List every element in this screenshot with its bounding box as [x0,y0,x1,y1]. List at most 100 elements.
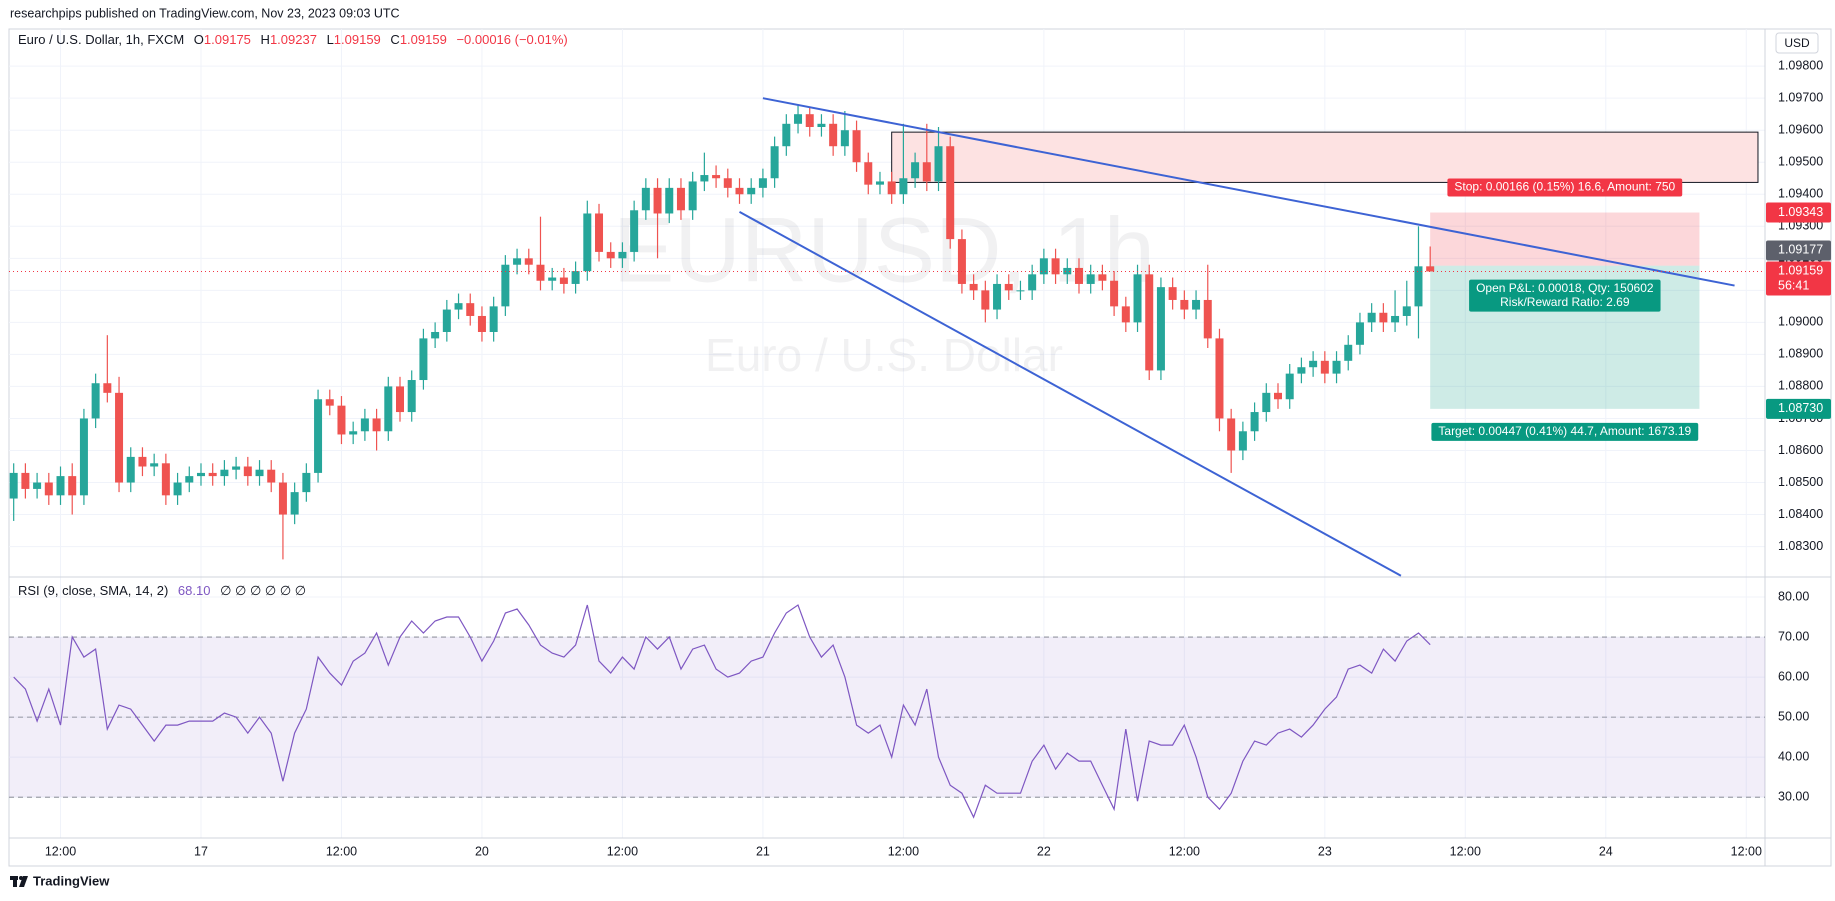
candle-body [1414,266,1423,307]
rsi-legend: RSI (9, close, SMA, 14, 2) 68.10 ∅ ∅ ∅ ∅… [18,583,306,598]
candle-body [1168,287,1177,300]
y-tick-label: 1.08500 [1778,475,1823,489]
legend-change: −0.00016 (−0.01%) [456,32,567,47]
candle-body [255,469,264,477]
rsi-tick-label: 70.00 [1778,629,1809,643]
candle-body [1074,267,1083,284]
resistance-zone [891,131,1759,183]
candle-body [1004,283,1013,291]
logo-part [13,876,17,887]
candle-body [302,472,311,493]
publish-header: researchpips published on TradingView.co… [10,6,400,20]
candle-body [489,306,498,332]
candle-body [103,383,112,393]
candle-body [981,290,990,310]
candle-body [1391,315,1400,323]
price-tag-countdown: 56:41 [1778,279,1809,293]
price-tag [1766,261,1831,296]
candle-body [150,463,159,467]
candle-body [325,399,334,406]
candle-body [911,162,920,179]
price-tag [1766,240,1831,261]
candle-body [372,418,381,432]
y-tick-label: 1.09600 [1778,123,1823,137]
candle-body [1367,312,1376,323]
candle-body [1320,360,1329,374]
rsi-tick-label: 80.00 [1778,589,1809,603]
candle-body [384,386,393,432]
candle-body [817,123,826,128]
candle-body [419,338,428,381]
legend-key: O [194,32,204,47]
candle-body [548,277,557,281]
candle-body [138,456,147,467]
candle-body [864,162,873,185]
currency[interactable]: USD [1784,36,1810,50]
y-tick-label: 1.09500 [1778,155,1823,169]
candle-body [946,146,955,240]
candle-body [606,251,615,259]
candle-body [1110,280,1119,307]
candle-body [1086,274,1095,284]
price-tag-label: 1.09177 [1778,243,1823,257]
candle-body [665,187,674,214]
candle-body [1250,412,1259,432]
candle-body [21,472,30,489]
candle-body [442,309,451,332]
price-tag-label: 1.08730 [1778,401,1823,415]
candle-body [1274,392,1283,400]
symbol-legend: Euro / U.S. Dollar, 1h, FXCM O1.09175 H1… [18,32,568,47]
candle-body [1262,392,1271,413]
y-tick-label: 1.09000 [1778,315,1823,329]
candle-body [829,123,838,147]
candle-body [641,187,650,211]
candle-body [44,482,53,496]
rsi-tick-label: 40.00 [1778,749,1809,763]
rsi-title: RSI (9, close, SMA, 14, 2) [18,583,168,598]
candle-body [115,392,124,483]
rsi-line [13,604,1431,819]
candle-body [56,476,65,496]
y-tick-label: 1.08600 [1778,443,1823,457]
candle-body [723,178,732,188]
candle-body [536,264,545,281]
candle-body [477,315,486,332]
candle-body [969,283,978,291]
candle-body [1180,299,1189,310]
candle-body [91,383,100,419]
candle-body [1192,299,1201,310]
candle-body [934,146,943,182]
candle-body [466,303,475,316]
candle-body [583,213,592,272]
currency-box[interactable] [1775,32,1819,54]
candle-body [1051,258,1060,275]
legend-value: 1.09159 [400,32,447,47]
candle-body [1227,418,1236,451]
candle-body [1133,274,1142,323]
candle-body [243,466,252,477]
symbol: Euro / U.S. Dollar, 1h, FXCM [18,32,184,47]
candle-body [758,178,767,188]
x-tick-label: 12:00 [607,844,638,858]
x-tick-label: 17 [194,844,208,858]
candle-body [1285,373,1294,400]
logo-part [19,876,28,887]
candle-body [1098,274,1107,281]
candle-body [922,162,931,182]
candle-body [161,463,170,496]
candle-body [559,277,568,284]
candle-body [267,469,276,483]
pnl-label: Open P&L: 0.00018, Qty: 150602 [1476,281,1654,295]
candle-body [1297,367,1306,374]
x-tick-label: 20 [475,844,489,858]
candle-body [208,472,217,477]
candle-body [1203,299,1212,339]
candle-body [454,303,463,310]
candle-body [735,187,744,195]
x-tick-label: 23 [1318,844,1332,858]
candle-body [79,418,88,496]
rsi-tick-label: 50.00 [1778,709,1809,723]
candle-body [185,476,194,483]
candle-body [957,239,966,284]
